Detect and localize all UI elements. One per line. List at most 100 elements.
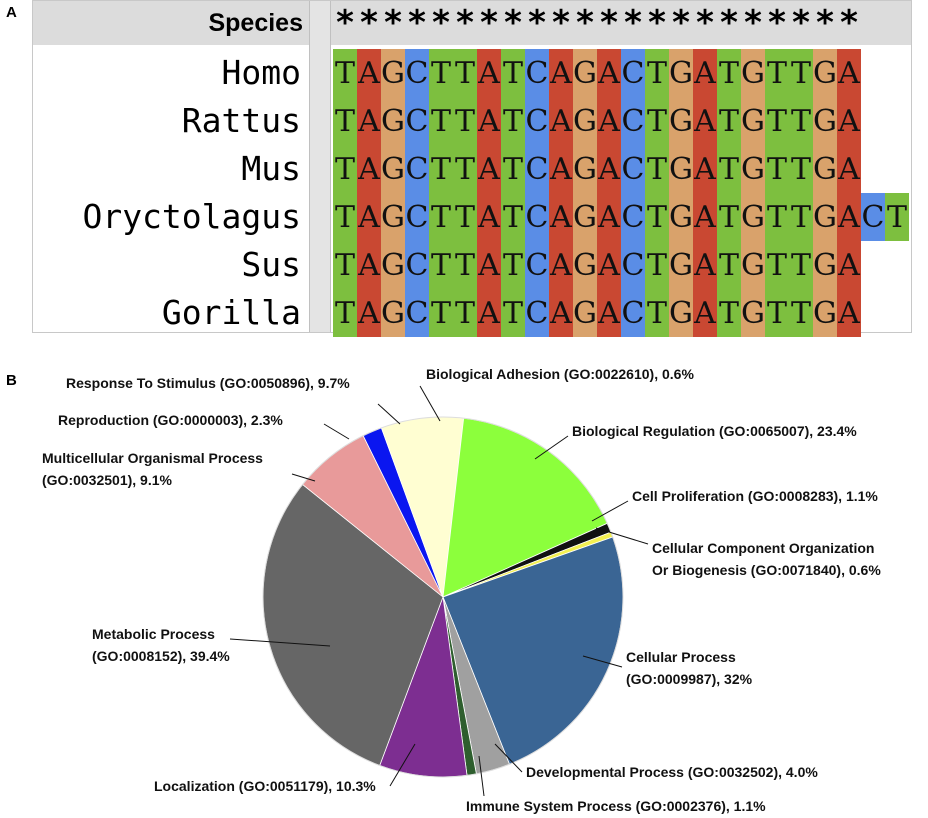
nucleotide-cell: T [333, 289, 357, 337]
leader-line [595, 527, 649, 545]
nucleotide-cell: A [477, 193, 501, 241]
nucleotide-cell: A [357, 289, 381, 337]
consensus-star: * [840, 3, 858, 43]
nucleotide-cell: G [813, 145, 837, 193]
nucleotide-cell: A [837, 97, 861, 145]
nucleotide-cell: G [813, 289, 837, 337]
nucleotide-cell: C [621, 241, 645, 289]
slice-label: Immune System Process (GO:0002376), 1.1% [466, 798, 766, 814]
slice-label-line: (GO:0008152), 39.4% [92, 648, 230, 664]
nucleotide-cell: A [549, 49, 573, 97]
nucleotide-cell: C [525, 145, 549, 193]
slice-label-line: Metabolic Process [92, 626, 215, 642]
slice-label-line: Immune System Process (GO:0002376), 1.1% [466, 798, 766, 814]
nucleotide-cell: T [645, 145, 669, 193]
nucleotide-cell: T [333, 241, 357, 289]
column-splitter[interactable] [309, 1, 331, 332]
nucleotide-cell: A [477, 289, 501, 337]
nucleotide-cell: T [645, 289, 669, 337]
nucleotide-cell: A [693, 289, 717, 337]
nucleotide-cell: C [405, 241, 429, 289]
nucleotide-cell: T [501, 49, 525, 97]
consensus-star: * [624, 3, 642, 43]
slice-label: Metabolic Process (GO:0008152), 39.4% [92, 626, 230, 664]
nucleotide-cell: C [525, 97, 549, 145]
nucleotide-cell: A [597, 145, 621, 193]
species-name: Sus [241, 245, 301, 284]
slice-label: Localization (GO:0051179), 10.3% [154, 778, 376, 794]
slice-label: Response To Stimulus (GO:0050896), 9.7% [66, 375, 350, 391]
nucleotide-cell: T [885, 193, 909, 241]
leader-line [323, 423, 350, 440]
nucleotide-cell: G [813, 193, 837, 241]
consensus-star: * [576, 3, 594, 43]
nucleotide-cell: T [453, 97, 477, 145]
nucleotide-cell: C [525, 49, 549, 97]
nucleotide-cell: A [693, 49, 717, 97]
nucleotide-cell: T [333, 97, 357, 145]
sequence-alignment-panel: Species * * * * * * * * * * * * * * * * * * * * * * Homo Rattu… [32, 0, 912, 337]
nucleotide-cell: A [597, 289, 621, 337]
species-column-header: Species [208, 9, 303, 37]
species-name: Rattus [181, 101, 301, 140]
pie-labels: Biological Adhesion (GO:0022610), 0.6% Bi… [42, 366, 881, 814]
consensus-star: * [672, 3, 690, 43]
nucleotide-cell: A [837, 241, 861, 289]
nucleotide-cell: T [501, 241, 525, 289]
nucleotide-cell: T [645, 193, 669, 241]
nucleotide-cell: C [861, 193, 885, 241]
nucleotide-cell: A [549, 97, 573, 145]
nucleotide-cell: T [789, 49, 813, 97]
nucleotide-cell: G [741, 49, 765, 97]
go-pie-chart: Biological Adhesion (GO:0022610), 0.6% Bi… [42, 366, 881, 814]
panel-b-letter: B [6, 372, 17, 389]
leader-line [419, 385, 441, 422]
leader-line [377, 403, 401, 425]
nucleotide-cell: A [597, 97, 621, 145]
nucleotide-cell: C [621, 97, 645, 145]
nucleotide-cell: T [429, 49, 453, 97]
nucleotide-cell: C [525, 193, 549, 241]
consensus-star: * [408, 3, 426, 43]
nucleotide-cell: A [357, 49, 381, 97]
nucleotide-cell: G [669, 97, 693, 145]
consensus-star: * [768, 3, 786, 43]
nucleotide-cell: A [693, 97, 717, 145]
nucleotide-cell: T [429, 97, 453, 145]
consensus-star: * [336, 3, 354, 43]
slice-label-line: Cell Proliferation (GO:0008283), 1.1% [632, 488, 878, 504]
leader-line [534, 435, 569, 460]
pie-leader-lines [229, 385, 649, 797]
nucleotide-cell: T [429, 145, 453, 193]
slice-label: Biological Adhesion (GO:0022610), 0.6% [426, 366, 694, 382]
nucleotide-cell: T [645, 97, 669, 145]
consensus-star: * [480, 3, 498, 43]
nucleotide-cell: T [453, 193, 477, 241]
nucleotide-cell: A [477, 241, 501, 289]
leader-line [591, 500, 629, 522]
nucleotide-cell: T [717, 193, 741, 241]
slice-label-line: (GO:0032501), 9.1% [42, 472, 173, 488]
slice-label-line: Biological Regulation (GO:0065007), 23.4… [572, 423, 857, 439]
nucleotide-cell: A [357, 193, 381, 241]
slice-label-line: Or Biogenesis (GO:0071840), 0.6% [652, 562, 881, 578]
species-name: Oryctolagus [82, 197, 301, 236]
nucleotide-cell: G [669, 49, 693, 97]
slice-label: Reproduction (GO:0000003), 2.3% [58, 412, 283, 428]
panel-a-letter: A [6, 4, 17, 21]
slice-label-line: Biological Adhesion (GO:0022610), 0.6% [426, 366, 694, 382]
nucleotide-cell: T [501, 145, 525, 193]
consensus-star: * [552, 3, 570, 43]
nucleotide-cell: G [381, 97, 405, 145]
species-name: Homo [221, 53, 301, 92]
consensus-star: * [528, 3, 546, 43]
nucleotide-cell: G [741, 241, 765, 289]
nucleotide-cell: T [333, 193, 357, 241]
nucleotide-cell: G [741, 193, 765, 241]
nucleotide-cell: A [549, 145, 573, 193]
nucleotide-cell: C [621, 289, 645, 337]
slice-label: Cellular Process (GO:0009987), 32% [626, 649, 753, 687]
nucleotide-cell: A [837, 49, 861, 97]
nucleotide-cell: C [621, 49, 645, 97]
nucleotide-cell: G [669, 193, 693, 241]
